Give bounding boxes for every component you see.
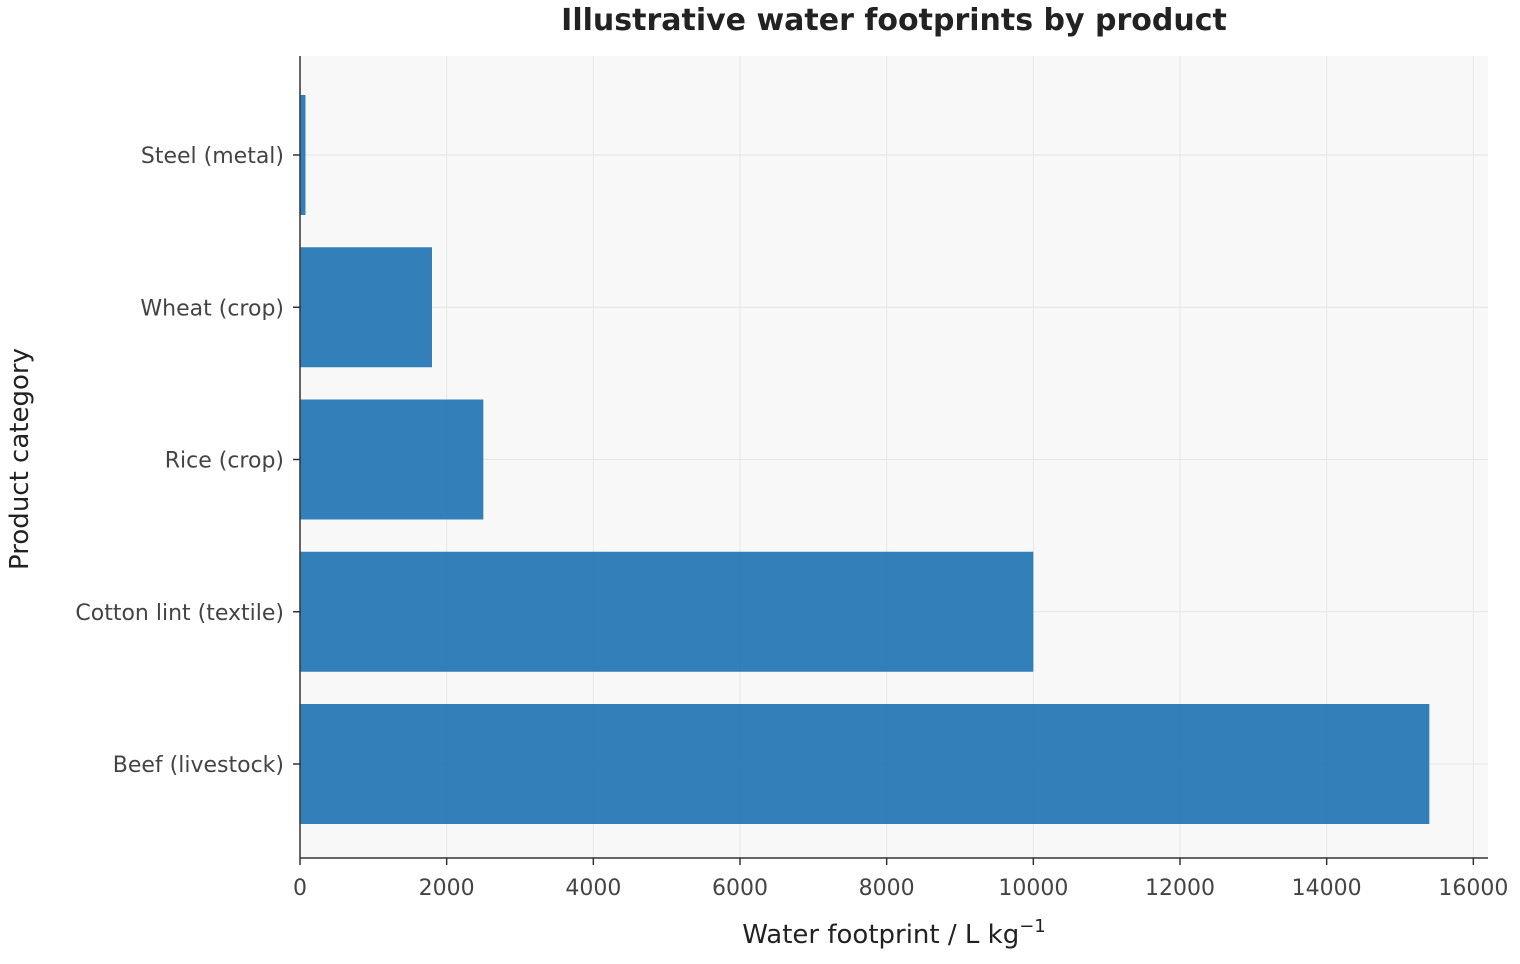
y-tick-label: Steel (metal) bbox=[141, 144, 284, 169]
x-tick-label: 12000 bbox=[1145, 876, 1215, 901]
x-tick-label: 14000 bbox=[1292, 876, 1362, 901]
bars bbox=[300, 95, 1430, 824]
x-axis-label-text: Water footprint / L kg bbox=[742, 920, 1019, 950]
x-axis-label-exponent: −1 bbox=[1019, 916, 1046, 937]
x-tick-label: 6000 bbox=[712, 876, 768, 901]
x-tick-label: 10000 bbox=[998, 876, 1068, 901]
bar bbox=[300, 247, 432, 368]
bar bbox=[300, 399, 484, 520]
bar bbox=[300, 704, 1430, 824]
bar bbox=[300, 95, 306, 215]
y-tick-label: Wheat (crop) bbox=[140, 296, 284, 321]
x-tick-label: 2000 bbox=[419, 876, 475, 901]
chart-title: Illustrative water footprints by product bbox=[561, 3, 1227, 38]
x-tick-label: 4000 bbox=[565, 876, 621, 901]
y-tick-label: Rice (crop) bbox=[165, 449, 284, 474]
y-axis-label: Product category bbox=[5, 348, 35, 570]
x-tick-label: 16000 bbox=[1438, 876, 1508, 901]
x-tick-label: 0 bbox=[293, 876, 307, 901]
y-tick-label: Cotton lint (textile) bbox=[75, 601, 284, 626]
bar bbox=[300, 551, 1034, 672]
ticks: 0 2000 4000 6000 8000 10000 12000 14000 16000 Ste… bbox=[75, 144, 1508, 901]
x-tick-label: 8000 bbox=[859, 876, 915, 901]
axes bbox=[299, 56, 1488, 859]
x-axis-label: Water footprint / L kg−1 bbox=[742, 916, 1046, 950]
y-tick-label: Beef (livestock) bbox=[113, 753, 284, 778]
